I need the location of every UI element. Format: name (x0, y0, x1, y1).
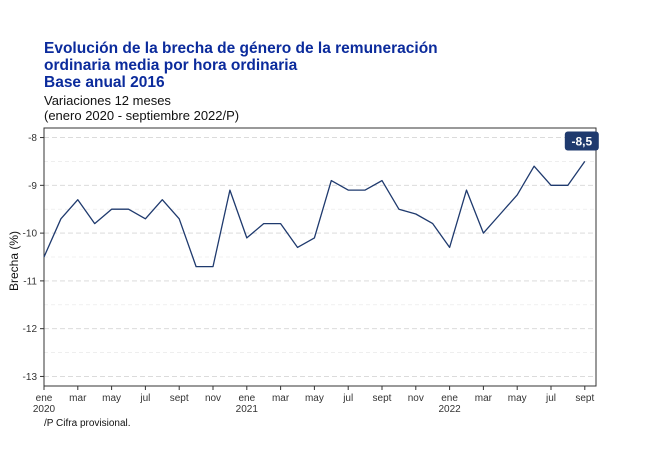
x-tick-label: may (305, 393, 324, 404)
x-tick-label: ene (36, 393, 53, 404)
x-tick-year-label: 2021 (236, 404, 259, 415)
title-line-2: ordinaria media por hora ordinaria (44, 57, 298, 74)
x-tick-label: sept (373, 393, 392, 404)
title-line-1: Evolución de la brecha de género de la r… (44, 40, 438, 57)
x-tick-label: mar (475, 393, 493, 404)
end-value-label-box (564, 131, 599, 151)
chart-title: Evolución de la brecha de género de la r… (44, 40, 438, 91)
x-tick-label: mar (272, 393, 290, 404)
y-axis-title: Brecha (%) (7, 231, 21, 291)
x-tick-year-label: 2020 (33, 404, 56, 415)
y-tick-label: -8 (28, 133, 37, 144)
subtitle-line-2: (enero 2020 - septiembre 2022/P) (44, 108, 240, 123)
x-tick-label: sept (170, 393, 189, 404)
end-value-label: -8,5 (571, 134, 592, 148)
footnote: /P Cifra provisional. (44, 418, 131, 429)
y-tick-label: -10 (23, 229, 38, 240)
y-tick-label: -12 (23, 324, 38, 335)
x-tick-label: nov (408, 393, 424, 404)
x-tick-year-label: 2022 (438, 404, 461, 415)
x-tick-label: nov (205, 393, 221, 404)
chart-subtitle: Variaciones 12 meses (enero 2020 - septi… (44, 93, 239, 123)
y-tick-label: -11 (23, 276, 37, 287)
series-line (43, 161, 586, 268)
x-tick-label: may (102, 393, 121, 404)
x-tick-label: ene (441, 393, 458, 404)
y-tick-label: -13 (23, 372, 38, 383)
title-line-3: Base anual 2016 (44, 74, 165, 91)
x-tick-label: mar (69, 393, 87, 404)
x-tick-label: sept (575, 393, 594, 404)
x-tick-label: jul (545, 393, 556, 404)
x-tick-label: may (508, 393, 527, 404)
x-tick-label: jul (342, 393, 353, 404)
x-tick-label: jul (139, 393, 150, 404)
subtitle-line-1: Variaciones 12 meses (44, 93, 171, 108)
x-tick-label: ene (238, 393, 255, 404)
y-tick-label: -9 (28, 181, 37, 192)
